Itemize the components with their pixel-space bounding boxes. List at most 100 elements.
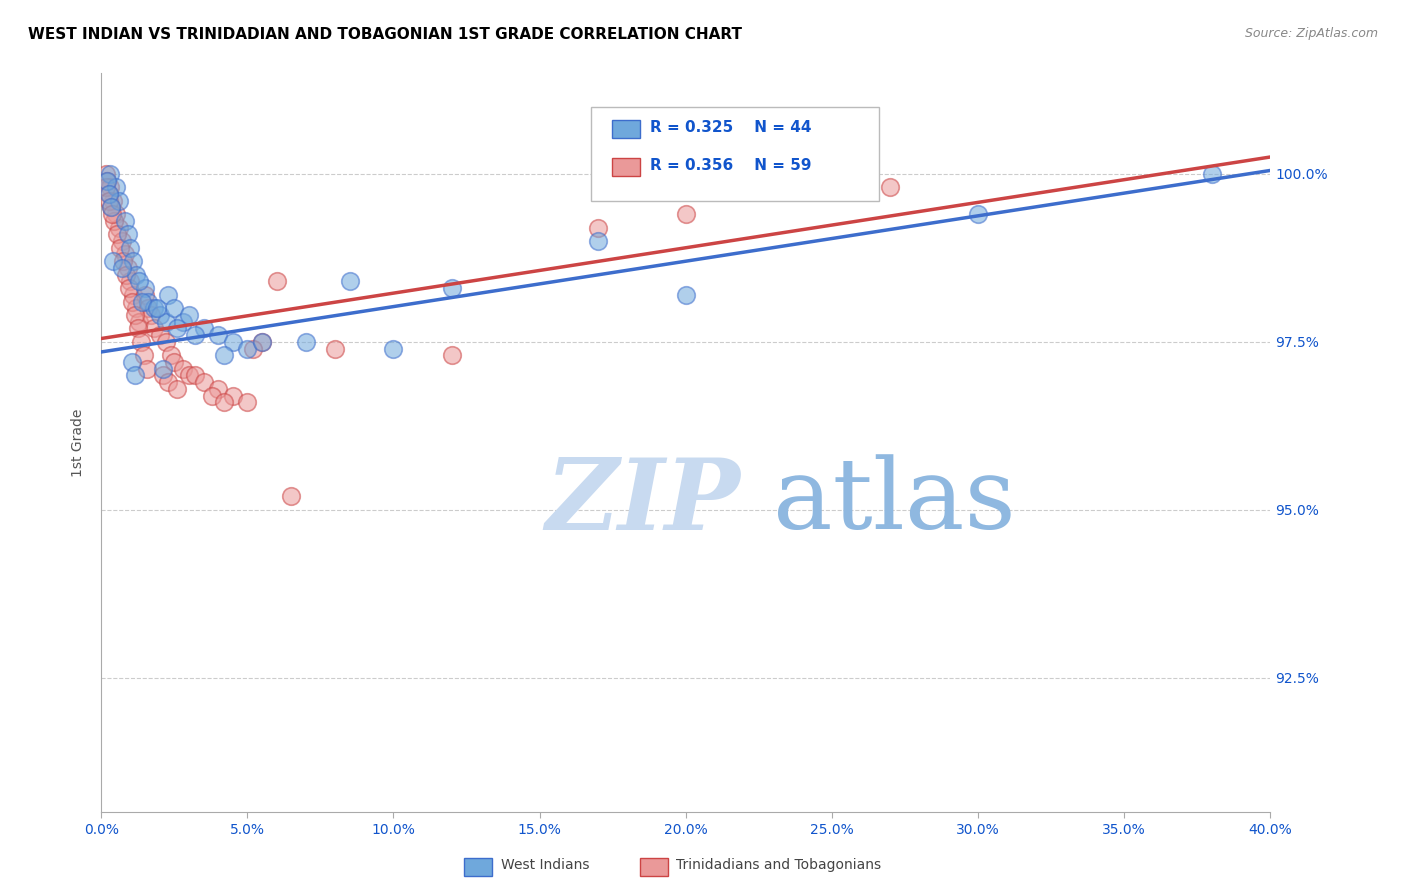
- Point: [160, 348, 183, 362]
- Point: [120, 241, 142, 255]
- Point: [124, 308, 146, 322]
- Point: [101, 254, 124, 268]
- Point: [139, 308, 162, 322]
- Point: [184, 328, 207, 343]
- Point: [1201, 167, 1223, 181]
- Point: [97, 186, 120, 201]
- Text: R = 0.325    N = 44: R = 0.325 N = 44: [650, 120, 811, 135]
- Point: [157, 375, 180, 389]
- Point: [155, 334, 177, 349]
- Point: [136, 294, 159, 309]
- Point: [280, 490, 302, 504]
- Point: [339, 274, 361, 288]
- Point: [136, 301, 159, 316]
- Point: [967, 207, 990, 221]
- Point: [98, 180, 121, 194]
- Point: [440, 348, 463, 362]
- Point: [132, 348, 155, 362]
- Point: [120, 274, 142, 288]
- Point: [163, 355, 186, 369]
- Point: [125, 301, 148, 316]
- Point: [207, 328, 229, 343]
- Point: [131, 294, 153, 309]
- Point: [250, 334, 273, 349]
- Point: [122, 288, 145, 302]
- Point: [103, 214, 125, 228]
- Point: [184, 368, 207, 383]
- Point: [145, 301, 167, 316]
- Point: [100, 201, 122, 215]
- Point: [166, 321, 188, 335]
- Point: [193, 321, 215, 335]
- Point: [222, 389, 245, 403]
- Point: [177, 368, 200, 383]
- Point: [166, 382, 188, 396]
- Point: [115, 268, 138, 282]
- Point: [157, 288, 180, 302]
- Point: [266, 274, 288, 288]
- Point: [121, 294, 143, 309]
- Point: [177, 308, 200, 322]
- Point: [121, 355, 143, 369]
- Point: [236, 395, 259, 409]
- Point: [149, 328, 172, 343]
- Point: [97, 186, 120, 201]
- Point: [125, 268, 148, 282]
- Text: West Indians: West Indians: [501, 858, 589, 872]
- Point: [107, 194, 129, 208]
- Point: [586, 220, 609, 235]
- Point: [879, 180, 901, 194]
- Point: [127, 321, 149, 335]
- Point: [142, 301, 165, 316]
- Point: [586, 234, 609, 248]
- Point: [135, 361, 157, 376]
- Point: [128, 274, 150, 288]
- Point: [104, 207, 127, 221]
- Point: [104, 180, 127, 194]
- Text: ZIP: ZIP: [546, 454, 741, 550]
- Point: [236, 342, 259, 356]
- Point: [101, 207, 124, 221]
- Point: [129, 334, 152, 349]
- Point: [105, 227, 128, 242]
- Point: [323, 342, 346, 356]
- Point: [114, 247, 136, 261]
- Point: [201, 389, 224, 403]
- Point: [101, 194, 124, 208]
- Point: [142, 321, 165, 335]
- Point: [96, 173, 118, 187]
- Text: R = 0.356    N = 59: R = 0.356 N = 59: [650, 158, 811, 172]
- Point: [242, 342, 264, 356]
- Point: [134, 281, 156, 295]
- Point: [193, 375, 215, 389]
- Point: [112, 254, 135, 268]
- Point: [675, 288, 697, 302]
- Point: [107, 220, 129, 235]
- Point: [117, 260, 139, 275]
- Point: [118, 281, 141, 295]
- Point: [294, 334, 316, 349]
- Point: [96, 173, 118, 187]
- Point: [122, 254, 145, 268]
- Point: [117, 227, 139, 242]
- Point: [128, 315, 150, 329]
- Point: [111, 260, 134, 275]
- Point: [675, 207, 697, 221]
- Point: [111, 234, 134, 248]
- Text: Trinidadians and Tobagonians: Trinidadians and Tobagonians: [676, 858, 882, 872]
- Point: [172, 315, 194, 329]
- Point: [98, 194, 121, 208]
- Point: [152, 368, 174, 383]
- Text: atlas: atlas: [773, 454, 1017, 549]
- Point: [152, 361, 174, 376]
- Y-axis label: 1st Grade: 1st Grade: [72, 409, 86, 477]
- Point: [440, 281, 463, 295]
- Point: [114, 214, 136, 228]
- Point: [124, 368, 146, 383]
- Point: [222, 334, 245, 349]
- Point: [108, 241, 131, 255]
- Point: [172, 361, 194, 376]
- Point: [149, 308, 172, 322]
- Point: [212, 395, 235, 409]
- Point: [94, 167, 117, 181]
